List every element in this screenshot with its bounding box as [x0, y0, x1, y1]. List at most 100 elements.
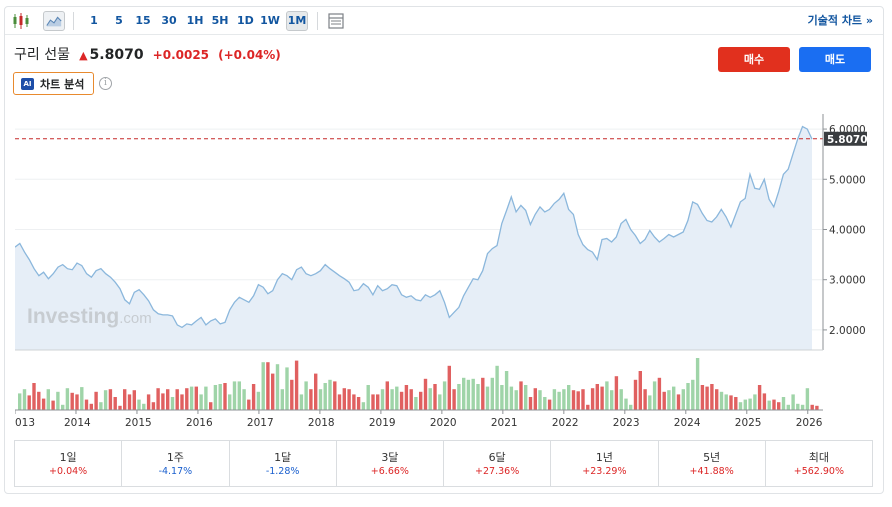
- chart-toolbar: 1 5 15 30 1H 5H 1D 1W 1M 기술적 차트 »: [5, 7, 883, 35]
- volume-bar: [256, 391, 261, 410]
- volume-bar: [213, 385, 218, 410]
- performance-cell[interactable]: 1달 -1.28%: [230, 441, 337, 486]
- volume-bar: [514, 390, 518, 410]
- volume-bar: [328, 379, 332, 410]
- volume-bar: [657, 377, 662, 410]
- volume-bar: [452, 389, 456, 410]
- volume-bar: [314, 373, 318, 410]
- volume-bar: [438, 394, 442, 410]
- info-icon[interactable]: i: [99, 77, 112, 90]
- volume-bar: [247, 399, 251, 410]
- volume-bar: [356, 397, 361, 410]
- price-line: [15, 125, 813, 329]
- performance-cell[interactable]: 1일 +0.04%: [15, 441, 123, 486]
- volume-bar: [414, 397, 418, 410]
- volume-bar: [189, 386, 194, 410]
- volume-bar: [495, 365, 499, 410]
- volume-bar: [485, 386, 490, 410]
- watermark-brand: Investing: [27, 305, 119, 328]
- volume-bar: [84, 399, 89, 410]
- volume-bar: [686, 383, 690, 410]
- volume-bar: [614, 376, 619, 410]
- volume-bar: [724, 394, 728, 410]
- volume-bar: [361, 402, 366, 410]
- table-view-icon[interactable]: [326, 11, 346, 31]
- technical-chart-link[interactable]: 기술적 차트 »: [807, 14, 873, 27]
- volume-bar: [781, 397, 786, 410]
- volume-bar: [509, 386, 514, 410]
- volume-bar: [347, 389, 351, 410]
- y-tick-label: 5.0000: [829, 174, 866, 186]
- volume-bar: [743, 399, 747, 410]
- sell-button[interactable]: 매도: [799, 47, 871, 72]
- interval-15[interactable]: 15: [135, 14, 151, 27]
- volume-bar: [695, 358, 700, 410]
- volume-bar: [681, 389, 685, 410]
- performance-cell[interactable]: 6달 +27.36%: [444, 441, 552, 486]
- volume-bar: [395, 386, 399, 410]
- performance-period: 1년: [595, 451, 613, 464]
- volume-bar: [442, 381, 447, 410]
- volume-bar: [380, 389, 385, 410]
- performance-period: 1일: [59, 451, 77, 464]
- price-change-pct: (+0.04%): [218, 48, 281, 62]
- volume-bar: [166, 389, 170, 410]
- volume-bar: [65, 388, 70, 410]
- instrument-header: 구리 선물 ▲ 5.8070 +0.0025 (+0.04%): [14, 44, 281, 64]
- volume-bar: [571, 390, 576, 410]
- volume-bar: [700, 385, 705, 410]
- interval-1m[interactable]: 1M: [286, 11, 308, 31]
- interval-30[interactable]: 30: [161, 14, 177, 27]
- volume-bar: [729, 395, 733, 410]
- buy-button[interactable]: 매수: [718, 47, 790, 72]
- volume-bar: [261, 362, 265, 410]
- volume-bar: [610, 390, 614, 410]
- volume-bar: [127, 394, 132, 410]
- interval-1h[interactable]: 1H: [186, 14, 204, 27]
- performance-cell[interactable]: 1년 +23.29%: [551, 441, 659, 486]
- volume-bar: [175, 389, 179, 410]
- performance-cell[interactable]: 3달 +6.66%: [337, 441, 444, 486]
- x-tick-label: 2014: [64, 417, 91, 428]
- volume-bar: [543, 397, 547, 410]
- volume-bar: [490, 377, 494, 410]
- watermark-domain: .com: [119, 310, 152, 327]
- volume-bar: [232, 381, 237, 410]
- volume-bar: [385, 381, 389, 410]
- volume-bar: [595, 384, 599, 410]
- interval-5h[interactable]: 5H: [211, 14, 229, 27]
- price-chart[interactable]: Investing.com 2.00003.00004.00005.00006.…: [15, 108, 867, 428]
- performance-cell[interactable]: 5년 +41.88%: [659, 441, 766, 486]
- volume-bar: [123, 389, 127, 410]
- performance-period: 6달: [488, 451, 506, 464]
- volume-bar: [672, 386, 676, 410]
- performance-value: +0.04%: [49, 466, 88, 477]
- volume-bar: [46, 389, 50, 410]
- volume-bar: [275, 364, 280, 410]
- candlestick-icon[interactable]: [11, 11, 31, 31]
- volume-bar: [619, 389, 623, 410]
- interval-5[interactable]: 5: [115, 14, 123, 27]
- volume-bar: [118, 405, 122, 410]
- volume-bar: [342, 388, 346, 410]
- volume-bar: [27, 395, 31, 410]
- performance-period: 5년: [703, 451, 721, 464]
- volume-bar: [99, 402, 103, 410]
- volume-bar: [318, 389, 323, 410]
- volume-bar: [428, 388, 432, 410]
- volume-bar: [629, 404, 633, 410]
- performance-cell[interactable]: 최대 +562.90%: [766, 441, 872, 486]
- performance-cell[interactable]: 1주 -4.17%: [122, 441, 230, 486]
- performance-period: 3달: [381, 451, 399, 464]
- interval-1d[interactable]: 1D: [237, 14, 254, 27]
- interval-1w[interactable]: 1W: [260, 14, 280, 27]
- interval-1[interactable]: 1: [90, 14, 98, 27]
- ai-chart-analysis-button[interactable]: AI 차트 분석: [13, 72, 94, 95]
- volume-bar: [390, 389, 394, 410]
- area-chart-icon[interactable]: [43, 11, 65, 31]
- volume-bar: [294, 360, 299, 410]
- x-tick-label: 2026: [796, 417, 823, 428]
- volume-bar: [719, 391, 724, 410]
- volume-bar: [223, 383, 227, 410]
- volume-bar: [805, 388, 810, 410]
